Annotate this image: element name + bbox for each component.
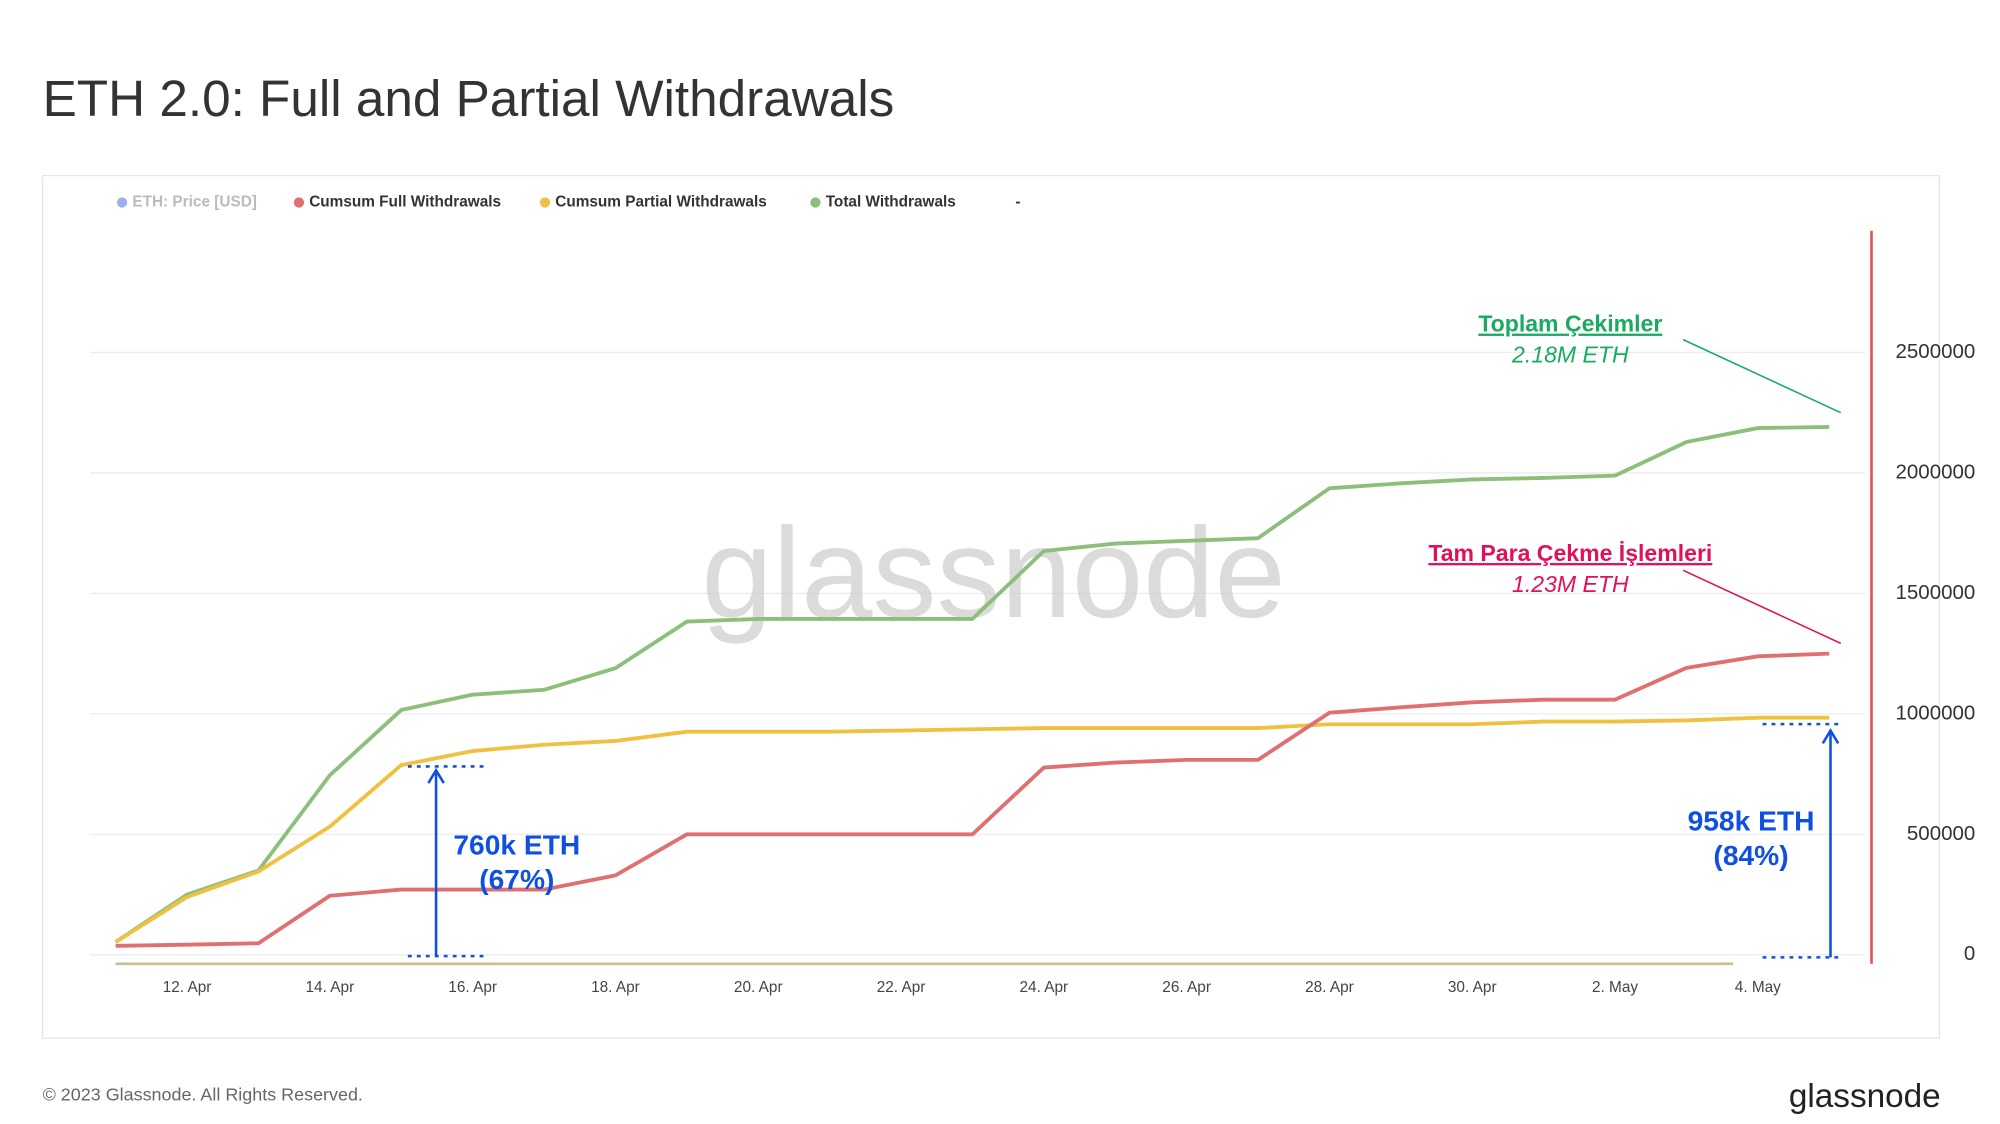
annotation-title: Tam Para Çekme İşlemleri xyxy=(1428,540,1712,566)
y-tick-label: 0 xyxy=(1964,942,1975,965)
series-line xyxy=(114,715,1830,944)
legend-swatch xyxy=(116,197,128,208)
x-tick-label: 30. Apr xyxy=(1448,979,1497,996)
chart-title: ETH 2.0: Full and Partial Withdrawals xyxy=(43,70,895,127)
annotation-arrows xyxy=(407,722,1843,959)
logo: glassnode xyxy=(1789,1078,1941,1115)
series-line xyxy=(114,424,1830,944)
legend-swatch xyxy=(810,197,821,208)
footer: © 2023 Glassnode. All Rights Reserved. xyxy=(43,1085,363,1105)
x-tick-label: 26. Apr xyxy=(1162,979,1211,996)
annotation-pointer xyxy=(1682,338,1842,414)
legend-label: Total Withdrawals xyxy=(826,194,956,211)
legend-swatch xyxy=(293,197,305,208)
annotation-value: 760k ETH xyxy=(453,829,580,861)
x-tick-label: 12. Apr xyxy=(163,979,212,996)
legend-label: Cumsum Full Withdrawals xyxy=(309,194,501,211)
legend-swatch xyxy=(539,197,551,208)
annotation-value: 958k ETH xyxy=(1688,804,1815,836)
y-tick-label: 500000 xyxy=(1907,822,1975,845)
y-tick-label: 1000000 xyxy=(1896,701,1976,724)
x-tick-label: 28. Apr xyxy=(1305,979,1354,996)
y-tick-label: 2000000 xyxy=(1896,460,1976,483)
series-line xyxy=(115,651,1830,948)
annotation-value: 2.18M ETH xyxy=(1511,341,1629,367)
annotation-value: 1.23M ETH xyxy=(1512,571,1629,597)
x-tick-label: 14. Apr xyxy=(306,979,355,996)
x-tick-label: 22. Apr xyxy=(877,979,926,996)
y-tick-label: 2500000 xyxy=(1896,340,1976,363)
x-tick-label: 24. Apr xyxy=(1019,979,1068,996)
chart-frame xyxy=(41,174,1941,1039)
annotation-share: (84%) xyxy=(1713,839,1788,871)
legend-label: - xyxy=(1015,194,1020,211)
y-tick-label: 1500000 xyxy=(1896,581,1976,604)
watermark: glassnode xyxy=(701,502,1285,645)
annotation-share: (67%) xyxy=(479,863,554,895)
x-tick-label: 18. Apr xyxy=(591,979,640,996)
x-tick-label: 20. Apr xyxy=(734,979,783,996)
x-tick-label: 16. Apr xyxy=(448,979,497,996)
annotation-pointer xyxy=(1682,569,1842,645)
annotation-title: Toplam Çekimler xyxy=(1478,311,1662,337)
x-tick-label: 2. May xyxy=(1592,979,1638,996)
legend-label: Cumsum Partial Withdrawals xyxy=(555,194,767,211)
legend-label: ETH: Price [USD] xyxy=(132,194,257,211)
x-tick-label: 4. May xyxy=(1735,979,1781,996)
